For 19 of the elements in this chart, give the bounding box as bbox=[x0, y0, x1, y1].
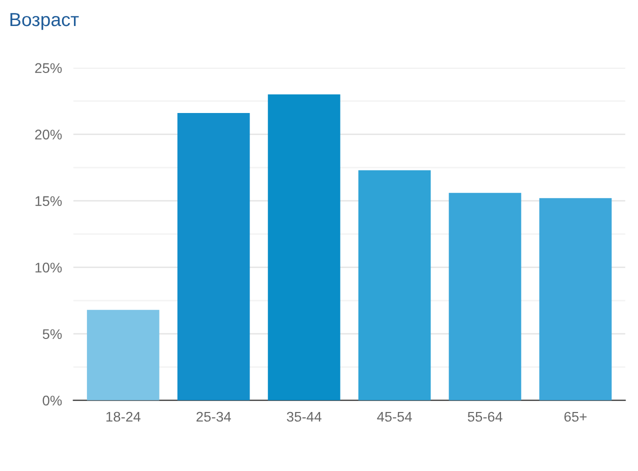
bar bbox=[268, 94, 340, 400]
y-tick-label: 5% bbox=[42, 329, 62, 340]
x-tick-label: 45-54 bbox=[377, 412, 412, 422]
bar bbox=[448, 192, 522, 400]
y-tick-label: 25% bbox=[35, 63, 62, 73]
x-tick-label: 18-24 bbox=[106, 412, 140, 422]
x-tick-label: 35-44 bbox=[286, 412, 322, 422]
bar bbox=[177, 113, 250, 400]
bar bbox=[539, 198, 612, 400]
y-tick-label: 10% bbox=[36, 262, 62, 273]
y-tick-label: 15% bbox=[36, 196, 62, 206]
x-tick-label: 55-64 bbox=[468, 412, 502, 422]
bar bbox=[86, 310, 160, 400]
x-tick-label: 65+ bbox=[564, 412, 587, 422]
y-tick-label: 20% bbox=[35, 130, 62, 140]
bar bbox=[358, 170, 431, 400]
y-tick-label: 0% bbox=[42, 396, 62, 406]
chart-title: Возраст bbox=[10, 13, 79, 30]
x-tick-label: 25-34 bbox=[196, 412, 231, 422]
